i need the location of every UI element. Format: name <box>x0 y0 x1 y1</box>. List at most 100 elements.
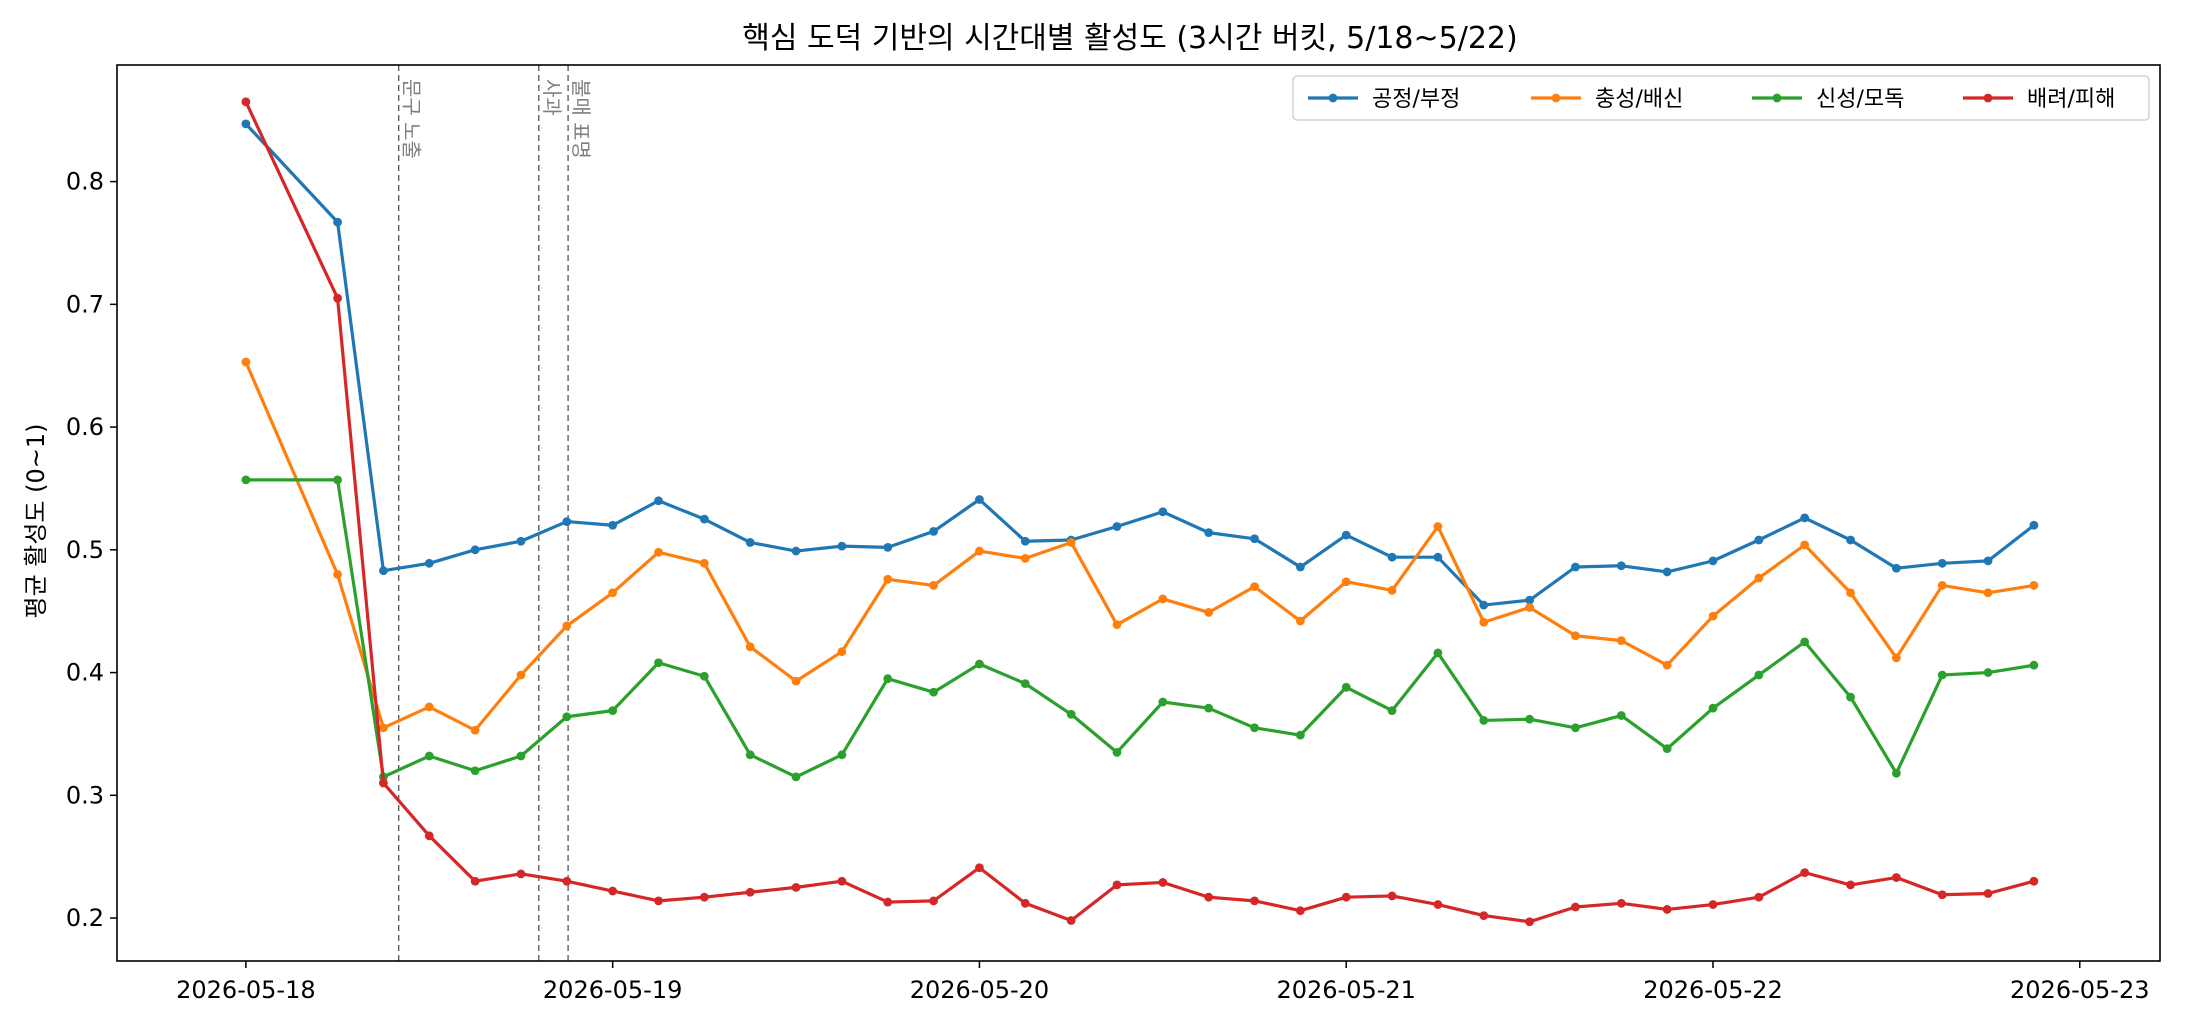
data-point <box>1525 917 1534 927</box>
x-tick-label: 2026-05-21 <box>1276 976 1415 1004</box>
data-point <box>1800 540 1810 550</box>
data-point <box>1295 562 1305 572</box>
data-point <box>562 517 572 526</box>
data-point <box>1204 528 1214 538</box>
data-point <box>379 778 388 788</box>
legend: 공정/부정 충성/배신 신성/모독 배려/피해 <box>1292 75 2150 121</box>
data-point <box>791 676 801 686</box>
data-point <box>379 723 388 733</box>
data-point <box>470 725 480 735</box>
legend-label: 충성/배신 <box>1595 87 1683 112</box>
data-point <box>1662 660 1672 670</box>
legend-item: 충성/배신 <box>1531 87 1683 112</box>
event-label: 불매 표명 <box>569 79 593 159</box>
data-point <box>1616 898 1626 908</box>
data-point <box>1800 513 1810 523</box>
data-point <box>608 588 618 598</box>
data-point <box>791 772 801 782</box>
y-tick-label: 0.7 <box>66 290 104 318</box>
data-point <box>1754 892 1764 902</box>
data-point <box>654 496 663 506</box>
data-point <box>1020 679 1030 689</box>
data-point <box>1204 892 1214 902</box>
data-point <box>1662 905 1672 914</box>
data-point <box>1846 535 1855 545</box>
data-point <box>1066 709 1076 719</box>
data-point <box>699 558 709 568</box>
data-point <box>516 751 526 761</box>
data-point <box>1662 744 1672 754</box>
legend-box <box>1292 75 2150 121</box>
data-point <box>1479 911 1489 920</box>
data-point <box>1158 507 1168 517</box>
legend-marker <box>1328 93 1338 103</box>
data-point <box>2029 660 2039 670</box>
data-point <box>424 558 434 568</box>
x-tick-label: 2026-05-20 <box>910 976 1049 1004</box>
data-point <box>1066 538 1076 547</box>
data-point <box>470 876 480 886</box>
data-point <box>791 546 801 556</box>
data-point <box>516 536 526 546</box>
data-point <box>745 750 755 760</box>
legend-entries: 공정/부정 충성/배신 신성/모독 배려/피해 <box>1308 87 2115 112</box>
data-point <box>424 702 434 712</box>
data-point <box>241 119 251 129</box>
data-point <box>1891 563 1901 573</box>
data-point <box>1433 552 1443 562</box>
data-point <box>975 863 984 873</box>
data-point <box>1387 706 1397 716</box>
data-point <box>562 621 572 631</box>
data-point <box>1020 554 1030 563</box>
x-tick-label: 2026-05-22 <box>1643 976 1782 1004</box>
data-point <box>1846 588 1855 598</box>
data-point <box>1387 552 1397 562</box>
legend-item: 공정/부정 <box>1308 87 1460 112</box>
axis-ticks: 2026-05-18 2026-05-19 2026-05-20 2026-05-21… <box>66 168 2150 1004</box>
data-point <box>1204 608 1214 617</box>
data-point <box>1158 697 1168 707</box>
data-point <box>1708 900 1718 909</box>
data-point <box>1616 636 1626 646</box>
data-point <box>1800 637 1810 647</box>
data-point <box>1983 668 1993 677</box>
data-point <box>1937 558 1947 568</box>
data-point <box>608 706 618 716</box>
data-point <box>1846 880 1855 890</box>
data-point <box>1433 900 1443 909</box>
data-point <box>699 514 709 524</box>
data-point <box>745 538 755 547</box>
data-point <box>837 876 847 886</box>
data-point <box>1846 692 1855 702</box>
data-point <box>1341 892 1351 902</box>
data-point <box>241 475 251 485</box>
legend-label: 배려/피해 <box>2027 87 2115 112</box>
data-point <box>562 876 572 886</box>
data-point <box>1571 562 1580 572</box>
series-2 <box>241 357 2039 735</box>
data-point <box>1937 581 1947 590</box>
data-point <box>1250 896 1259 906</box>
data-point <box>837 647 847 657</box>
y-tick-label: 0.6 <box>66 413 104 441</box>
data-point <box>1066 916 1076 925</box>
data-point <box>333 293 342 303</box>
y-tick-label: 0.3 <box>66 781 104 809</box>
data-point <box>1891 873 1901 882</box>
data-point <box>975 546 984 556</box>
event-markers: 문구 노출 사과 불매 표명 <box>398 65 593 961</box>
data-point <box>1433 648 1443 658</box>
data-point <box>1158 594 1168 604</box>
data-point <box>516 869 526 879</box>
data-point <box>1891 653 1901 663</box>
data-point <box>1616 711 1626 720</box>
data-point <box>699 671 709 681</box>
x-tick-label: 2026-05-18 <box>176 976 315 1004</box>
data-point <box>1341 530 1351 540</box>
data-point <box>1479 617 1489 627</box>
data-point <box>883 574 893 584</box>
data-point <box>1800 868 1810 878</box>
data-point <box>1754 573 1764 583</box>
data-point <box>241 97 251 107</box>
